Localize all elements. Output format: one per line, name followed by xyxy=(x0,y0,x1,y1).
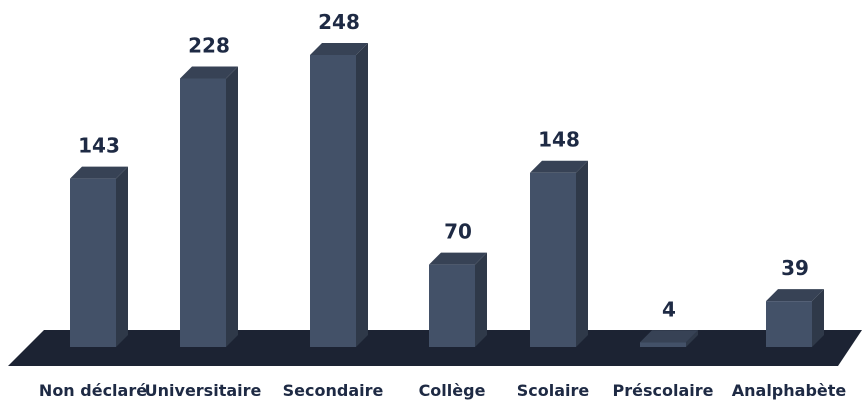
bar-side xyxy=(686,330,698,347)
bar-top xyxy=(429,252,487,265)
x-tick-label: Universitaire xyxy=(145,381,262,400)
bar-top xyxy=(766,289,824,302)
bar-side xyxy=(475,252,487,347)
x-tick-label: Collège xyxy=(419,381,486,400)
x-tick-label: Analphabète xyxy=(732,381,847,400)
bar xyxy=(70,166,128,347)
bar-front xyxy=(766,301,812,347)
bar-top xyxy=(70,166,128,179)
value-label: 248 xyxy=(318,10,360,34)
value-label: 148 xyxy=(538,128,580,152)
bar xyxy=(429,252,487,347)
bar-side xyxy=(356,43,368,347)
value-label: 39 xyxy=(781,256,809,280)
bar-front xyxy=(70,178,116,347)
x-tick-label: Scolaire xyxy=(517,381,590,400)
bar-front xyxy=(640,342,686,347)
bar xyxy=(766,289,824,347)
value-label: 70 xyxy=(444,220,472,244)
bar-front xyxy=(310,55,356,347)
x-tick-label: Préscolaire xyxy=(613,381,714,400)
bar-side xyxy=(226,66,238,347)
x-tick-label: Non déclaré xyxy=(39,381,147,400)
bar xyxy=(310,43,368,347)
bar xyxy=(180,66,238,347)
bar-side xyxy=(812,289,824,347)
bar-front xyxy=(180,78,226,347)
x-tick-label: Secondaire xyxy=(283,381,384,400)
bar-front xyxy=(530,172,576,347)
bar-top xyxy=(640,330,698,343)
value-label: 143 xyxy=(78,134,120,158)
value-label: 4 xyxy=(662,297,676,321)
bar xyxy=(530,160,588,347)
bar xyxy=(640,330,698,347)
value-label: 228 xyxy=(188,34,230,58)
bar-top xyxy=(310,43,368,55)
bar-side xyxy=(576,160,588,347)
bar-top xyxy=(180,66,238,79)
bar-front xyxy=(429,264,475,347)
bar-side xyxy=(116,166,128,347)
bar-top xyxy=(530,160,588,173)
